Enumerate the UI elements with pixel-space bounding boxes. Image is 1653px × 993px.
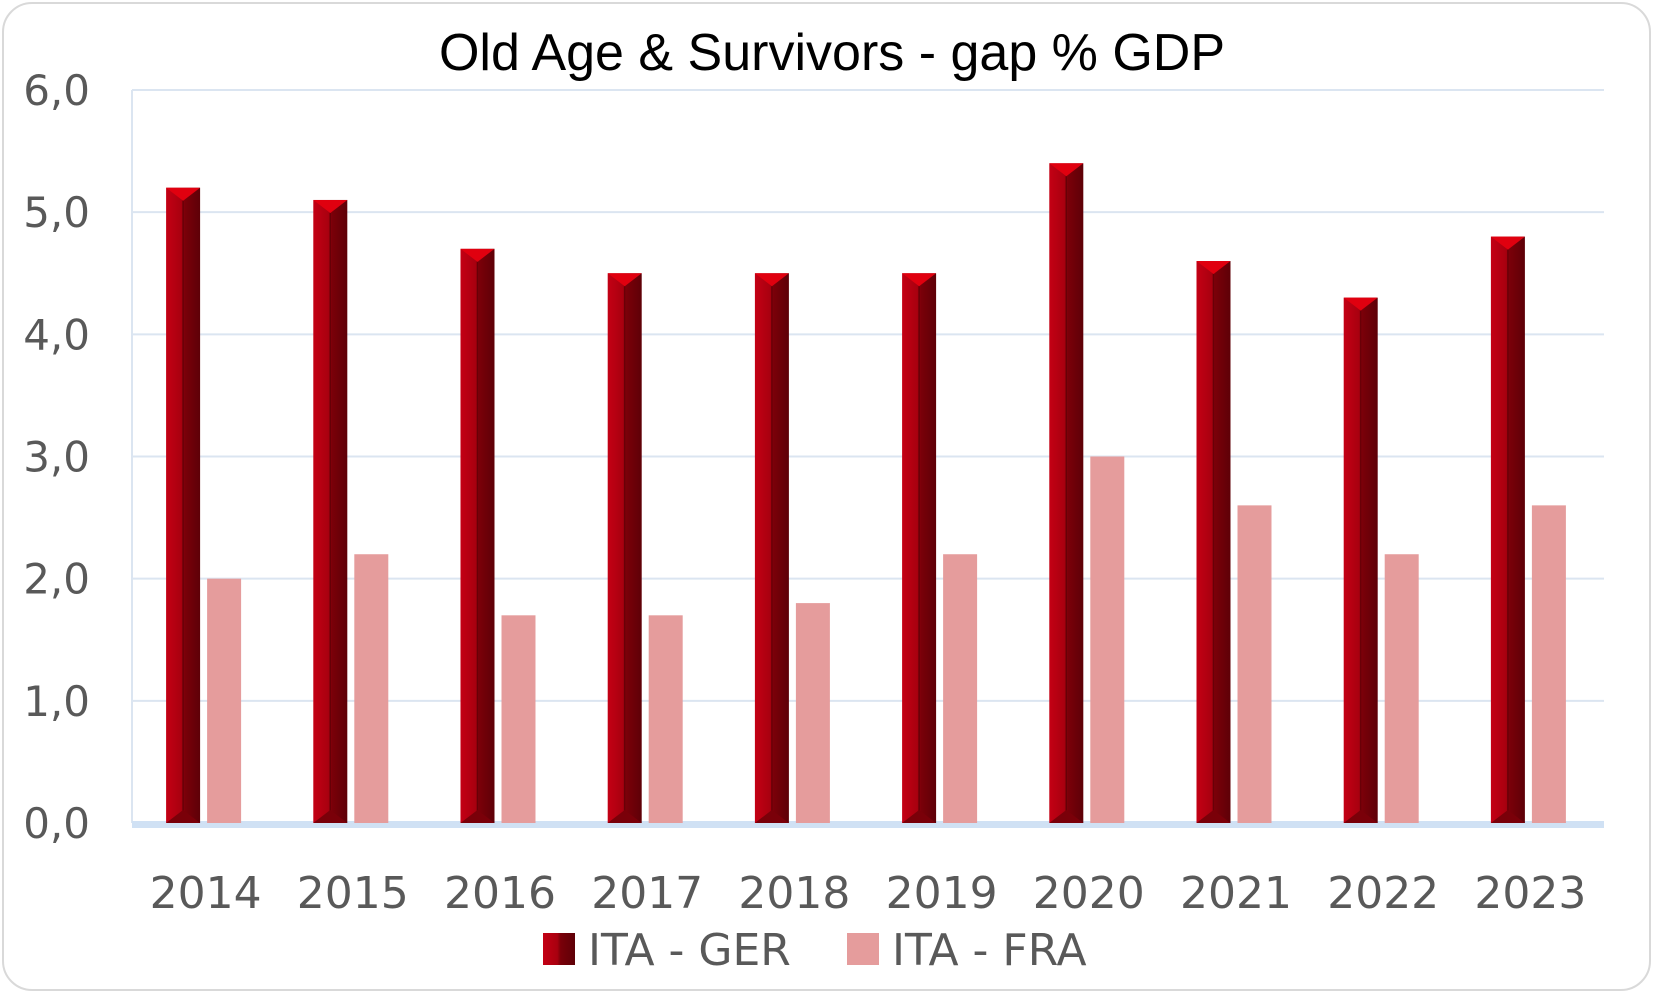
legend-item-ita-ger: ITA - GER: [543, 925, 791, 976]
bars: [166, 163, 1566, 823]
x-tick-label: 2019: [886, 868, 998, 919]
y-tick-label: 3,0: [23, 433, 90, 482]
x-tick-label: 2022: [1327, 868, 1439, 919]
bar-ita-ger: [1049, 163, 1083, 823]
x-tick-label: 2018: [738, 868, 850, 919]
x-axis-ticks: 2014 2015 2016 2017 2018 2019 2020 2021 2022 2023: [150, 868, 1587, 919]
legend-swatch-ita-ger: [543, 933, 575, 965]
legend-label-ita-fra: ITA - FRA: [892, 925, 1087, 976]
chart-svg: Old Age & Survivors - gap % GDP 0,0 1,0 2,…: [4, 4, 1649, 989]
y-tick-label: 6,0: [23, 66, 90, 115]
x-tick-label: 2023: [1474, 868, 1586, 919]
bar-ita-fra: [1532, 505, 1566, 823]
x-tick-label: 2017: [591, 868, 703, 919]
bar-ita-ger: [1491, 237, 1525, 823]
bar-ita-fra: [502, 615, 536, 823]
bar-ita-fra: [649, 615, 683, 823]
x-tick-label: 2021: [1180, 868, 1292, 919]
bar-ita-fra: [796, 603, 830, 823]
y-tick-label: 0,0: [23, 799, 90, 848]
bar-ita-ger: [902, 273, 936, 823]
bar-ita-ger: [1344, 298, 1378, 823]
y-tick-label: 5,0: [23, 188, 90, 237]
legend-swatch-ita-fra: [847, 933, 879, 965]
y-axis-ticks: 0,0 1,0 2,0 3,0 4,0 5,0 6,0: [23, 66, 90, 848]
y-tick-label: 1,0: [23, 677, 90, 726]
bar-ita-ger: [461, 249, 495, 823]
bar-ita-ger: [755, 273, 789, 823]
y-tick-label: 4,0: [23, 310, 90, 359]
bar-ita-ger: [166, 188, 200, 823]
legend: ITA - GER ITA - FRA: [543, 925, 1087, 976]
chart-title: Old Age & Survivors - gap % GDP: [439, 24, 1225, 82]
x-tick-label: 2016: [444, 868, 556, 919]
bar-ita-ger: [608, 273, 642, 823]
bar-ita-fra: [207, 579, 241, 823]
bar-ita-ger: [1197, 261, 1231, 823]
legend-item-ita-fra: ITA - FRA: [847, 925, 1087, 976]
bar-ita-fra: [1090, 457, 1124, 824]
grid-lines: [132, 90, 1604, 828]
bar-ita-fra: [1238, 505, 1272, 823]
bar-ita-fra: [354, 554, 388, 823]
x-tick-label: 2020: [1033, 868, 1145, 919]
x-axis-floor: [132, 821, 1604, 828]
bar-ita-fra: [943, 554, 977, 823]
x-tick-label: 2015: [297, 868, 409, 919]
bar-ita-fra: [1385, 554, 1419, 823]
bar-ita-ger: [313, 200, 347, 823]
legend-label-ita-ger: ITA - GER: [588, 925, 791, 976]
x-tick-label: 2014: [150, 868, 262, 919]
y-tick-label: 2,0: [23, 555, 90, 604]
